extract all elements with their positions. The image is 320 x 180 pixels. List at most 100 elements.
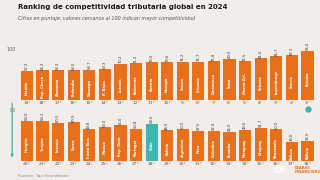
Bar — [52, 70, 64, 100]
Text: 58.0: 58.0 — [72, 61, 76, 70]
Text: Corea: Corea — [72, 139, 76, 150]
Bar — [161, 62, 173, 100]
Text: Argentina: Argentina — [181, 138, 185, 157]
Text: Cifras en puntaje; valores cercanos al 100 indican mayor competitividad: Cifras en puntaje; valores cercanos al 1… — [18, 16, 195, 21]
Text: Georgia: Georgia — [165, 76, 169, 92]
Text: 73.6: 73.6 — [165, 53, 169, 62]
Bar — [301, 141, 314, 161]
Text: 56.0: 56.0 — [118, 116, 123, 125]
Text: Letonia: Letonia — [118, 77, 123, 92]
Text: 60.9: 60.9 — [72, 113, 76, 122]
Bar — [301, 51, 314, 100]
Bar — [21, 71, 33, 100]
Bar — [83, 70, 95, 100]
Text: DF: DF — [275, 166, 287, 175]
Text: Luxemburgo: Luxemburgo — [274, 69, 278, 94]
Text: 57.2: 57.2 — [25, 62, 29, 70]
Bar — [146, 62, 158, 100]
Text: 47.4: 47.4 — [212, 122, 216, 130]
Text: 60.0: 60.0 — [56, 114, 60, 122]
Text: Austria: Austria — [150, 77, 154, 91]
Text: 30.0: 30.0 — [290, 133, 294, 141]
Bar — [161, 130, 173, 161]
Bar — [114, 64, 126, 100]
Bar — [223, 132, 236, 161]
Bar — [130, 63, 142, 100]
Text: Mexico: Mexico — [103, 140, 107, 154]
Text: 74.7: 74.7 — [196, 53, 200, 61]
Text: Peru: Peru — [196, 144, 200, 153]
Bar — [239, 130, 251, 161]
Bar — [255, 58, 267, 100]
Text: P. Bajos: P. Bajos — [103, 80, 107, 95]
Text: 75.8: 75.8 — [212, 52, 216, 61]
Text: Suecia: Suecia — [181, 77, 185, 90]
Bar — [177, 62, 189, 100]
Text: Chile: Chile — [150, 141, 154, 150]
Bar — [270, 129, 282, 161]
Text: Noruega: Noruega — [87, 79, 91, 96]
Text: 80.0: 80.0 — [228, 50, 232, 58]
Text: Costa Rica: Costa Rica — [87, 137, 91, 158]
Text: 46.0: 46.0 — [228, 123, 232, 131]
Text: Bolivia: Bolivia — [306, 146, 309, 159]
Text: 47.5: 47.5 — [196, 122, 200, 130]
Bar — [270, 57, 282, 100]
Bar — [36, 70, 49, 100]
Text: Estonia: Estonia — [306, 72, 309, 86]
Bar — [223, 59, 236, 100]
Text: 50.8: 50.8 — [134, 120, 138, 128]
Bar — [208, 61, 220, 100]
Bar — [68, 70, 80, 100]
Text: Rep. Dom.: Rep. Dom. — [118, 136, 123, 156]
Text: Paraguay: Paraguay — [243, 139, 247, 157]
Text: 58.2: 58.2 — [56, 61, 60, 70]
Bar — [52, 123, 64, 161]
Text: Dinamarca: Dinamarca — [212, 73, 216, 94]
Text: Rep. Checa: Rep. Checa — [41, 76, 44, 98]
Text: 63.0: 63.0 — [25, 112, 29, 120]
Text: 50.0: 50.0 — [274, 120, 278, 129]
Text: Lituania: Lituania — [196, 76, 200, 92]
Text: Portugal: Portugal — [134, 139, 138, 156]
Text: 53.0: 53.0 — [103, 118, 107, 127]
Bar — [255, 128, 267, 161]
Bar — [21, 121, 33, 161]
Bar — [114, 125, 126, 161]
Bar — [146, 124, 158, 161]
Text: Irlanda: Irlanda — [25, 81, 29, 94]
Text: 84.7: 84.7 — [274, 48, 278, 56]
Text: Suiza: Suiza — [228, 77, 232, 88]
Text: Venezuela: Venezuela — [274, 138, 278, 158]
Bar — [36, 121, 49, 161]
Text: 74.2: 74.2 — [181, 53, 185, 61]
Text: Suecia: Suecia — [290, 75, 294, 87]
Text: 48.0: 48.0 — [165, 122, 169, 130]
Text: Ecuador: Ecuador — [228, 141, 232, 157]
Bar — [208, 131, 220, 161]
Bar — [99, 127, 111, 161]
Bar — [177, 129, 189, 161]
Text: 58.7: 58.7 — [87, 61, 91, 69]
Bar — [99, 69, 111, 100]
Text: Bolivia: Bolivia — [290, 147, 294, 159]
Text: 63.2: 63.2 — [41, 112, 44, 120]
Text: 50.0: 50.0 — [181, 120, 185, 129]
Text: Ranking de competitividad tributaria global en 2024: Ranking de competitividad tributaria glo… — [18, 4, 227, 10]
Bar — [130, 129, 142, 161]
Text: 58.2: 58.2 — [41, 61, 44, 70]
Text: Uruguay: Uruguay — [259, 139, 263, 155]
Bar — [239, 61, 251, 100]
Text: 51.7: 51.7 — [259, 119, 263, 127]
Text: 32.0: 32.0 — [306, 132, 309, 140]
Text: Estonia: Estonia — [259, 75, 263, 90]
Text: Fuente: Tax Foundation: Fuente: Tax Foundation — [18, 174, 68, 178]
Bar — [83, 129, 95, 161]
Bar — [68, 122, 80, 161]
Bar — [286, 55, 298, 100]
Text: 81.0: 81.0 — [259, 50, 263, 58]
Text: Eslovenia: Eslovenia — [134, 75, 138, 94]
Text: Finlandia: Finlandia — [72, 78, 76, 96]
Text: 71.2: 71.2 — [134, 55, 138, 63]
Text: 75.5: 75.5 — [243, 52, 247, 61]
